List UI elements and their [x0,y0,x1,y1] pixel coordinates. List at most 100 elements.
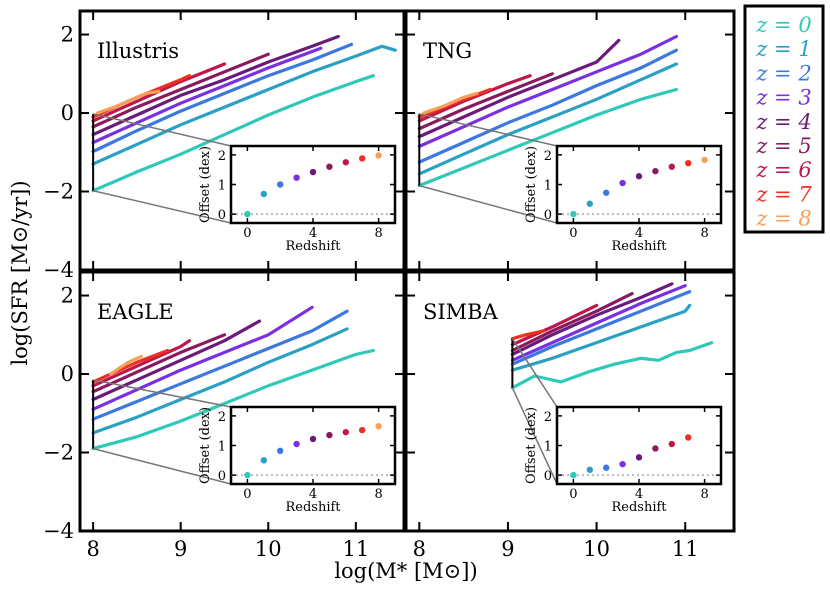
panel-frame [404,9,736,272]
offset-point-z3 [619,179,626,187]
offset-point-z1 [586,466,593,473]
inset-frame [555,144,723,225]
series-line-z6 [91,339,192,388]
zoom-connector-bottom [511,387,558,485]
offset-point-z6 [668,440,675,448]
inset-x-tick-label: 4 [635,226,643,241]
panel-frame [78,270,406,533]
offset-point-z5 [326,163,333,170]
offset-point-z0 [570,210,577,218]
y-tick-label: −4 [43,519,74,543]
offset-point-z3 [293,174,300,181]
inset-x-title: Redshift [285,239,341,254]
legend: z = 0z = 1z = 2z = 3z = 4z = 5z = 6z = 7… [743,4,825,234]
legend-entry-z4: z = 4 [755,110,811,134]
y-tick-label: 0 [61,362,74,386]
inset-y-tick-label: 2 [544,149,552,164]
series-line-z8 [422,91,479,115]
offset-point-z3 [619,460,626,468]
series-line-z3 [510,284,687,362]
inset-x-tick-label: 8 [700,487,708,502]
x-tick-label: 10 [255,537,282,561]
series-line-z2 [510,290,692,366]
panel-title: Illustris [97,39,179,63]
inset-x-tick-label: 8 [700,226,708,241]
zoom-connector-bottom [92,447,232,485]
panel-frame [404,270,736,533]
x-tick-label: 11 [672,537,699,561]
inset-x-tick-label: 0 [569,226,577,241]
offset-point-z3 [293,440,300,448]
series-line-z1 [91,327,349,435]
offset-point-z6 [668,163,675,170]
series-line-z5 [91,333,227,394]
y-tick-label: −4 [43,258,74,282]
offset-point-z5 [652,445,659,452]
offset-point-z2 [277,181,284,188]
offset-point-z7 [685,159,692,167]
inset-offset-plot: 0 4 8 0 1 2 Redshift Offset (dex) [198,144,397,254]
inset-y-tick-label: 2 [544,410,552,425]
series-line-z1 [417,62,679,176]
inset-x-tick-label: 0 [243,226,251,241]
inset-y-title: Offset (dex) [524,407,539,484]
inset-y-tick-label: 1 [218,179,226,194]
series-line-z8 [95,89,161,115]
offset-point-z6 [342,428,349,436]
series-line-z1 [510,303,692,372]
legend-entry-z2: z = 2 [755,61,811,85]
x-axis-title: log(M* [M⊙]) [334,559,477,583]
x-tick-label: 11 [342,537,369,561]
legend-entry-z1: z = 1 [755,37,811,61]
inset-offset-plot: 0 4 8 0 1 2 Redshift Offset (dex) [524,405,723,515]
x-tick-label: 8 [86,537,99,561]
inset-offset-plot: 0 4 8 0 1 2 Redshift Offset (dex) [524,144,723,254]
inset-y-tick-label: 1 [218,440,226,455]
series-line-z0 [91,74,375,193]
series-line-z5 [510,292,634,353]
series-line-z0 [91,348,375,451]
zoom-connector-top [92,113,232,147]
series-line-z6 [417,74,532,123]
series-line-z0 [510,341,714,390]
inset-y-tick-label: 1 [544,179,552,194]
offset-point-z2 [603,189,610,196]
series-line-z2 [91,309,349,421]
offset-point-z7 [685,434,692,441]
series-line-z6 [510,303,599,347]
offset-point-z4 [309,435,317,443]
zoom-connector-top [419,113,558,147]
panels-layer: 2 0 −2 −4 Illustris 0 4 8 0 1 2 Redshift Offset (dex… [43,9,736,561]
series-line-z7 [510,329,546,341]
offset-point-z5 [652,167,659,175]
inset-y-title: Offset (dex) [198,407,213,484]
inset-y-tick-label: 0 [544,208,552,223]
inset-frame [555,405,723,486]
series-line-z4 [91,319,262,402]
offset-point-z4 [635,454,643,461]
series-line-z4 [91,34,340,137]
inset-x-tick-label: 4 [309,487,317,502]
x-tick-label: 9 [501,537,514,561]
offset-point-z6 [342,159,349,166]
offset-point-z7 [359,426,366,434]
offset-point-z0 [244,471,251,479]
y-tick-label: 2 [61,23,74,47]
inset-y-title: Offset (dex) [198,146,213,223]
panel-title: TNG [423,39,472,63]
offset-point-z8 [375,423,382,430]
offset-point-z0 [244,210,251,218]
legend-entry-z6: z = 6 [755,158,811,182]
panel-title: EAGLE [97,300,174,324]
series-line-z2 [91,42,354,154]
legend-box [743,4,825,234]
panel-illustris: 2 0 −2 −4 Illustris 0 4 8 0 1 2 Redshift Offset (dex… [43,9,406,282]
inset-y-tick-label: 2 [218,410,226,425]
inset-y-title: Offset (dex) [524,146,539,223]
series-line-z2 [417,48,679,164]
series-line-z3 [91,46,323,145]
y-axis-title: log(SFR [M⊙/yr]) [8,180,32,365]
zoom-connector-bottom [419,184,558,224]
series-line-z0 [417,87,679,188]
